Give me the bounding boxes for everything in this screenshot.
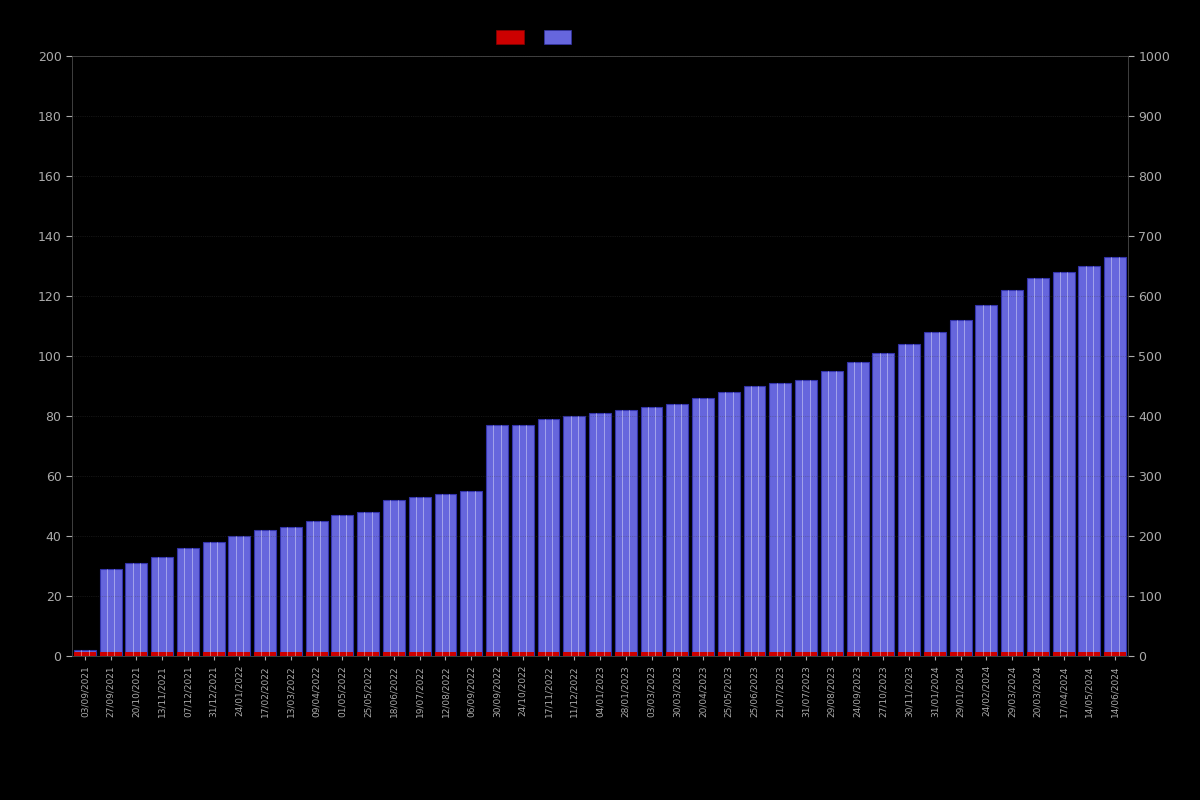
Bar [666,653,689,656]
Bar [718,653,739,656]
Bar [331,653,353,656]
Bar [254,530,276,656]
Bar [511,653,534,656]
Bar [486,653,508,656]
Bar [358,653,379,656]
Bar [511,425,534,656]
Bar [538,653,559,656]
Bar [976,305,997,656]
Bar [203,653,224,656]
Bar [1001,290,1024,656]
Bar [744,386,766,656]
Bar [1052,272,1074,656]
Bar [924,653,946,656]
Bar [306,521,328,656]
Bar [280,527,302,656]
Bar [769,383,791,656]
Bar [614,410,637,656]
Bar [203,542,224,656]
Bar [1052,653,1074,656]
Bar [563,416,586,656]
Bar [1104,653,1126,656]
Bar [461,491,482,656]
Bar [100,653,121,656]
Bar [796,380,817,656]
Bar [306,653,328,656]
Bar [383,653,404,656]
Bar [872,353,894,656]
Legend: , : , [497,30,577,45]
Bar [151,557,173,656]
Bar [949,320,972,656]
Bar [176,548,199,656]
Bar [1079,266,1100,656]
Bar [74,650,96,656]
Bar [898,653,920,656]
Bar [1001,653,1024,656]
Bar [538,419,559,656]
Bar [1079,653,1100,656]
Bar [821,653,842,656]
Bar [383,500,404,656]
Bar [358,512,379,656]
Bar [434,653,456,656]
Bar [126,653,148,656]
Bar [228,653,251,656]
Bar [589,653,611,656]
Bar [821,371,842,656]
Bar [898,344,920,656]
Bar [949,653,972,656]
Bar [976,653,997,656]
Bar [280,653,302,656]
Bar [796,653,817,656]
Bar [563,653,586,656]
Bar [589,413,611,656]
Bar [176,653,199,656]
Bar [769,653,791,656]
Bar [434,494,456,656]
Bar [1104,257,1126,656]
Bar [151,653,173,656]
Bar [614,653,637,656]
Bar [1027,278,1049,656]
Bar [409,497,431,656]
Bar [847,362,869,656]
Bar [74,653,96,656]
Bar [486,425,508,656]
Bar [126,563,148,656]
Bar [409,653,431,656]
Bar [692,653,714,656]
Bar [228,536,251,656]
Bar [331,515,353,656]
Bar [254,653,276,656]
Bar [641,653,662,656]
Bar [847,653,869,656]
Bar [1027,653,1049,656]
Bar [100,569,121,656]
Bar [872,653,894,656]
Bar [461,653,482,656]
Bar [718,392,739,656]
Bar [924,332,946,656]
Bar [666,404,689,656]
Bar [692,398,714,656]
Bar [641,407,662,656]
Bar [744,653,766,656]
